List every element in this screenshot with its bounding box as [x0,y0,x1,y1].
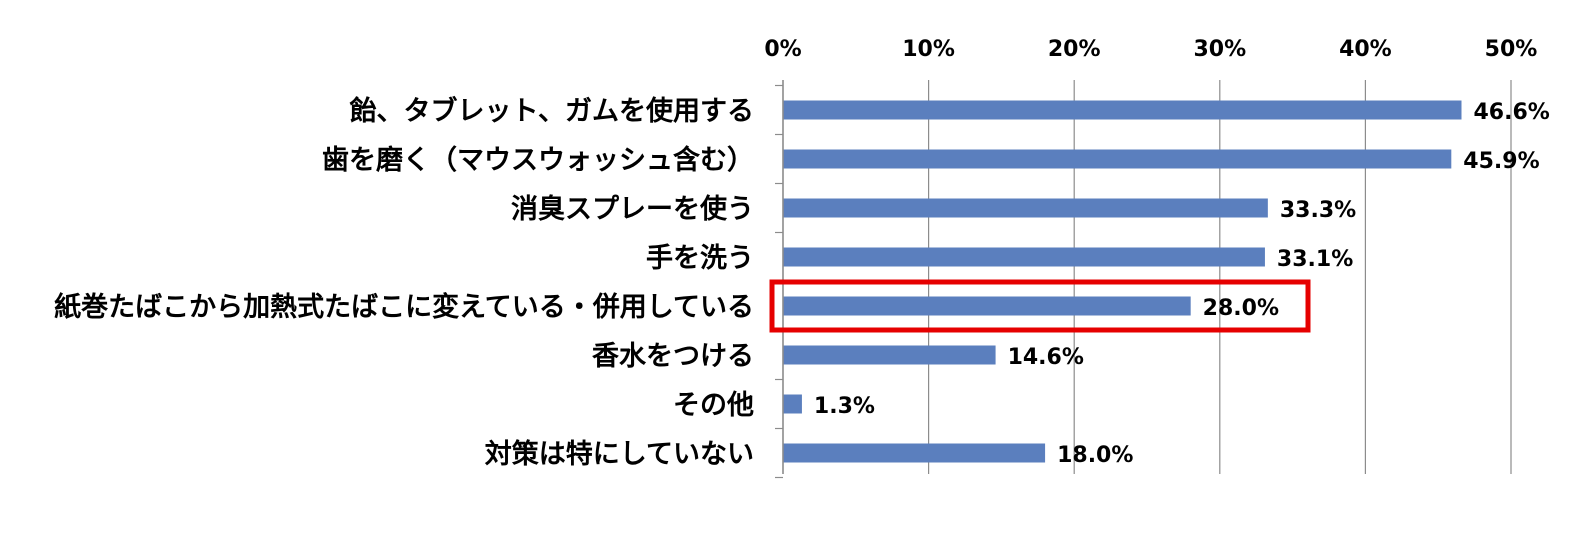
axis-layer: 0% 10% 20% 30% 40% 50% [764,37,1538,479]
tick-label-40: 40% [1339,37,1392,62]
value-label-4: 28.0% [1203,296,1279,321]
category-label-1: 歯を磨く（マウスウォッシュ含む） [322,144,754,176]
tick-label-50: 50% [1485,37,1538,62]
bar-5 [783,345,996,365]
value-label-3: 33.1% [1277,247,1353,272]
category-label-3: 手を洗う [646,243,754,274]
value-label-0: 46.6% [1473,100,1549,125]
category-label-2: 消臭スプレーを使う [511,194,754,225]
value-label-5: 14.6% [1008,345,1084,370]
category-label-0: 飴、タブレット、ガムを使用する [350,95,754,127]
bar-2 [783,198,1268,218]
tick-label-20: 20% [1048,37,1101,62]
value-label-1: 45.9% [1463,149,1539,174]
tick-label-10: 10% [902,37,955,62]
bar-1 [783,149,1452,169]
tick-label-0: 0% [764,37,801,62]
category-label-6: その他 [673,390,754,421]
value-label-6: 1.3% [814,394,875,419]
bar-4 [783,296,1191,316]
highlight-box [769,279,1311,333]
highlight-layer [769,279,1311,333]
category-label-7: 対策は特にしていない [485,438,754,470]
label-layer: 46.6% 飴、タブレット、ガムを使用する 45.9% 歯を磨く（マウスウォッシュ含む… [54,95,1550,470]
bar-layer [783,100,1462,463]
bar-0 [783,100,1462,120]
bar-3 [783,247,1265,267]
category-label-4: 紙巻たばこから加熱式たばこに変えている・併用している [54,291,754,323]
bar-7 [783,443,1046,463]
tick-label-30: 30% [1193,37,1246,62]
value-label-7: 18.0% [1057,443,1133,468]
bar-6 [783,394,802,414]
grid-layer [782,80,1512,474]
value-label-2: 33.3% [1280,198,1356,223]
category-label-5: 香水をつける [592,341,754,372]
